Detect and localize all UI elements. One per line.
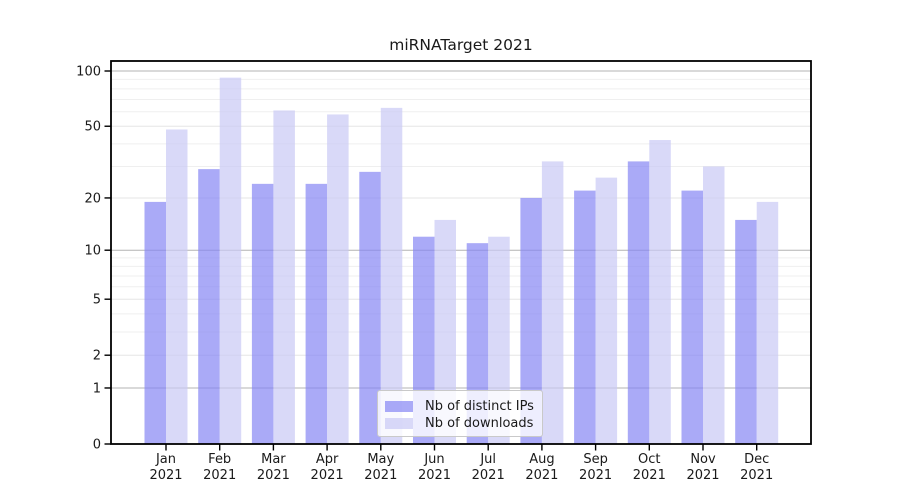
x-tick-label-year: 2021 bbox=[525, 468, 558, 483]
legend-item-distinct-ips: Nb of distinct IPs bbox=[385, 398, 542, 415]
x-tick-label-month: Oct bbox=[638, 452, 660, 467]
x-tick-label-month: Mar bbox=[261, 452, 286, 467]
x-tick-label-year: 2021 bbox=[579, 468, 612, 483]
bar-distinct-ips-may bbox=[359, 171, 381, 444]
x-tick-label-month: Feb bbox=[208, 452, 231, 467]
y-tick-label: 100 bbox=[76, 65, 101, 80]
bar-downloads-apr bbox=[327, 114, 349, 444]
bar-downloads-aug bbox=[541, 161, 564, 444]
bar-downloads-nov bbox=[703, 166, 725, 444]
x-tick-label-month: Apr bbox=[316, 452, 339, 467]
legend-item-downloads: Nb of downloads bbox=[385, 415, 542, 432]
y-tick-label: 1 bbox=[93, 381, 101, 396]
bar-distinct-ips-nov bbox=[681, 190, 703, 444]
x-tick-label-year: 2021 bbox=[311, 468, 344, 483]
chart-title: miRNATarget 2021 bbox=[389, 36, 533, 54]
bar-distinct-ips-mar bbox=[251, 183, 274, 444]
bar-downloads-jan bbox=[166, 129, 188, 445]
x-tick-label-year: 2021 bbox=[686, 468, 719, 483]
bar-distinct-ips-feb bbox=[198, 169, 220, 444]
x-tick-label-year: 2021 bbox=[364, 468, 397, 483]
x-tick-label-month: Jun bbox=[423, 452, 444, 467]
x-tick-label-month: Aug bbox=[529, 452, 554, 467]
x-tick-label-year: 2021 bbox=[740, 468, 773, 483]
x-tick-label-month: May bbox=[367, 452, 394, 467]
bar-distinct-ips-aug bbox=[520, 197, 542, 444]
x-tick-label-year: 2021 bbox=[418, 468, 451, 483]
bar-downloads-mar bbox=[273, 110, 295, 444]
x-tick-label-month: Jul bbox=[479, 452, 496, 467]
y-tick-label: 5 bbox=[93, 293, 101, 308]
bar-distinct-ips-sep bbox=[574, 190, 596, 444]
bar-distinct-ips-jan bbox=[144, 201, 166, 444]
y-tick-label: 10 bbox=[84, 244, 101, 259]
bar-downloads-dec bbox=[756, 201, 779, 444]
x-tick-label-year: 2021 bbox=[203, 468, 236, 483]
x-tick-label-month: Nov bbox=[690, 452, 716, 467]
bar-downloads-oct bbox=[649, 140, 671, 444]
x-tick-label-month: Dec bbox=[744, 452, 769, 467]
y-tick-label: 2 bbox=[93, 349, 101, 364]
legend: Nb of distinct IPs Nb of downloads bbox=[377, 390, 543, 437]
bar-downloads-feb bbox=[219, 77, 242, 445]
x-tick-label-year: 2021 bbox=[257, 468, 290, 483]
legend-swatch-downloads bbox=[385, 418, 413, 429]
legend-swatch-distinct-ips bbox=[385, 401, 413, 412]
x-tick-label-month: Sep bbox=[583, 452, 608, 467]
x-tick-label-year: 2021 bbox=[472, 468, 505, 483]
x-tick-label-year: 2021 bbox=[149, 468, 182, 483]
y-tick-label: 50 bbox=[84, 120, 101, 135]
bar-downloads-jun bbox=[434, 219, 456, 444]
y-tick-label: 0 bbox=[93, 438, 101, 453]
legend-label-downloads: Nb of downloads bbox=[425, 416, 534, 431]
x-tick-label-year: 2021 bbox=[633, 468, 666, 483]
bar-distinct-ips-dec bbox=[735, 219, 757, 444]
bar-downloads-sep bbox=[595, 177, 618, 444]
x-tick-label-month: Jan bbox=[155, 452, 176, 467]
plot-border bbox=[110, 60, 812, 445]
legend-label-distinct-ips: Nb of distinct IPs bbox=[425, 399, 534, 414]
bar-downloads-may bbox=[380, 107, 403, 445]
bar-distinct-ips-oct bbox=[627, 161, 650, 444]
bar-distinct-ips-apr bbox=[305, 183, 328, 444]
y-tick-label: 20 bbox=[84, 191, 101, 206]
